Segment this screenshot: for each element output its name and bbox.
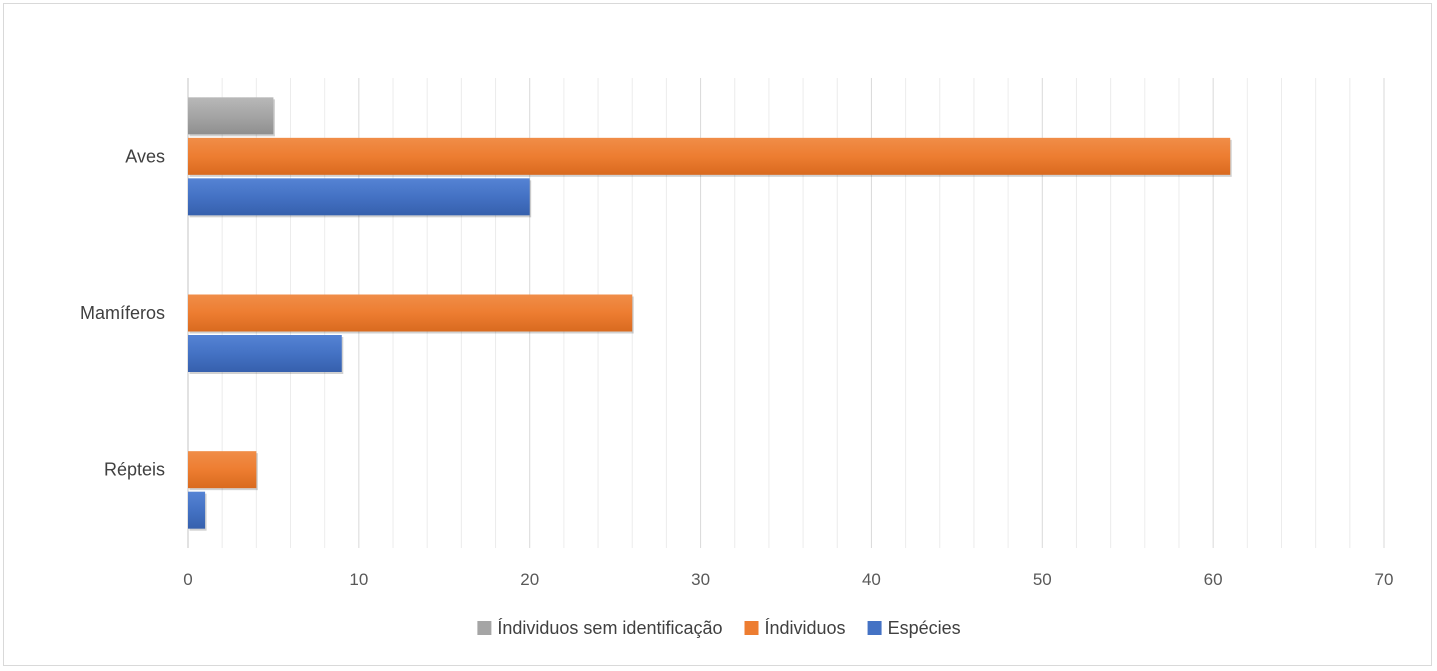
- legend-swatch: [744, 621, 759, 635]
- bar: [188, 137, 1231, 175]
- x-tick-label: 70: [1375, 570, 1394, 589]
- x-tick-label: 20: [520, 570, 539, 589]
- x-tick-label: 10: [349, 570, 368, 589]
- y-axis-categories: Aves Mamíferos Répteis: [80, 146, 165, 479]
- legend-label: Índividuos sem identificação: [497, 618, 722, 638]
- x-tick-label: 60: [1204, 570, 1223, 589]
- x-tick-label: 30: [691, 570, 710, 589]
- bar: [188, 451, 257, 489]
- legend-swatch: [867, 621, 882, 635]
- x-tick-label: 0: [183, 570, 192, 589]
- bar: [188, 97, 274, 135]
- x-axis-ticks: 0 10 20 30 40 50 60 70: [183, 570, 1393, 589]
- x-tick-label: 40: [862, 570, 881, 589]
- legend-swatch: [477, 621, 492, 635]
- legend-label: Espécies: [888, 618, 961, 638]
- category-label: Répteis: [104, 460, 165, 480]
- category-label: Mamíferos: [80, 303, 165, 323]
- bar: [188, 335, 342, 372]
- x-tick-label: 50: [1033, 570, 1052, 589]
- bars: [188, 97, 1232, 531]
- bar: [188, 294, 633, 332]
- bar: [188, 178, 530, 216]
- legend-label: Índividuos: [765, 618, 846, 638]
- legend: Índividuos sem identificação Índividuos Es…: [477, 618, 961, 638]
- category-label: Aves: [125, 146, 165, 166]
- bar: [188, 491, 206, 529]
